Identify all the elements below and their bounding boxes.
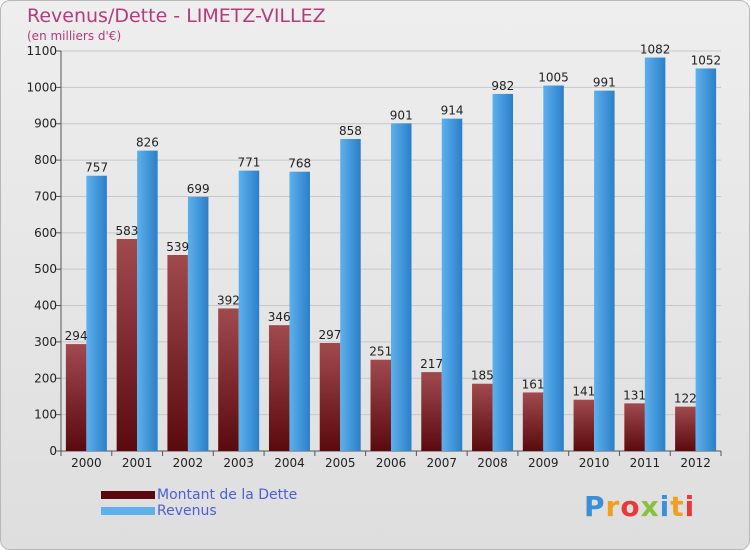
- data-label-dette-2003: 392: [217, 293, 240, 307]
- legend-label-revenus: Revenus: [157, 503, 217, 519]
- logo-letter: r: [605, 490, 621, 523]
- data-label-revenus-2009: 1005: [538, 71, 569, 85]
- data-label-revenus-2003: 771: [237, 156, 260, 170]
- y-tick-label: 300: [34, 335, 57, 349]
- logo-letter: P: [584, 490, 606, 523]
- bar-dette-2000: [65, 344, 87, 451]
- bar-revenus-2004: [289, 171, 310, 451]
- bar-dette-2009: [522, 392, 544, 451]
- data-label-dette-2004: 346: [268, 310, 291, 324]
- y-tick-label: 500: [34, 262, 57, 276]
- data-label-revenus-2002: 699: [187, 182, 210, 196]
- data-label-dette-2011: 131: [623, 388, 646, 402]
- data-label-revenus-2001: 826: [136, 136, 159, 150]
- legend-swatch-dette: [101, 491, 155, 499]
- data-label-dette-2000: 294: [65, 329, 88, 343]
- bar-dette-2007: [421, 372, 442, 451]
- logo-letter: o: [620, 490, 641, 523]
- y-tick-label: 0: [49, 444, 57, 458]
- chart-subtitle: (en milliers d'€): [27, 29, 122, 43]
- x-tick-label-2007: 2007: [426, 456, 457, 470]
- y-tick-label: 200: [34, 371, 57, 385]
- bar-revenus-2001: [137, 150, 158, 452]
- bar-revenus-2000: [86, 175, 107, 451]
- data-label-revenus-2010: 991: [593, 76, 616, 90]
- data-label-revenus-2005: 858: [339, 124, 362, 138]
- data-label-revenus-2004: 768: [288, 157, 311, 171]
- y-tick-label: 700: [34, 189, 57, 203]
- legend: Montant de la Dette Revenus: [101, 487, 297, 519]
- bar-dette-2004: [268, 325, 290, 451]
- data-label-dette-2009: 161: [522, 377, 545, 391]
- chart-title: Revenus/Dette - LIMETZ-VILLEZ: [27, 5, 326, 27]
- data-label-dette-2010: 141: [572, 385, 595, 399]
- bar-dette-2003: [218, 308, 239, 451]
- x-tick-label-2000: 2000: [71, 456, 102, 470]
- y-tick-label: 600: [34, 226, 57, 240]
- x-tick-label-2005: 2005: [325, 456, 356, 470]
- x-tick-label-2009: 2009: [528, 456, 559, 470]
- bar-dette-2002: [167, 255, 188, 451]
- x-tick-label-2011: 2011: [630, 456, 661, 470]
- x-tick-label-2012: 2012: [680, 456, 711, 470]
- bar-revenus-2005: [340, 139, 361, 451]
- bar-dette-2011: [624, 403, 645, 451]
- bar-revenus-2006: [391, 123, 412, 451]
- bar-dette-2006: [370, 359, 391, 451]
- logo-letter: x: [640, 490, 660, 523]
- legend-label-dette: Montant de la Dette: [157, 487, 298, 503]
- x-tick-label-2001: 2001: [122, 456, 153, 470]
- x-tick-label-2004: 2004: [274, 456, 305, 470]
- logo-letter: t: [670, 490, 685, 523]
- logo-letter: i: [659, 490, 671, 523]
- bar-revenus-2011: [644, 57, 666, 451]
- x-axis-ticks: 2000 2001 2002 2003 2004 2005 2006 2007 2008 2009…: [60, 451, 722, 470]
- legend-item-revenus: Revenus: [101, 503, 297, 519]
- legend-item-dette: Montant de la Dette: [101, 487, 297, 503]
- data-label-dette-2001: 583: [115, 224, 138, 238]
- bar-revenus-2002: [187, 196, 209, 451]
- y-tick-label: 400: [34, 299, 57, 313]
- data-label-revenus-2006: 901: [390, 108, 413, 122]
- proxiti-logo: Proxiti: [584, 490, 695, 523]
- data-label-dette-2008: 185: [471, 369, 494, 383]
- legend-swatch-revenus: [101, 507, 155, 515]
- x-tick-label-2002: 2002: [173, 456, 204, 470]
- x-tick-label-2010: 2010: [579, 456, 610, 470]
- data-labels: 294 757 583 826 539 699 392 771 346 768 297 858 251 9…: [65, 43, 721, 406]
- data-label-dette-2012: 122: [674, 392, 697, 406]
- bar-dette-2012: [675, 406, 696, 451]
- y-tick-label: 1000: [26, 80, 57, 94]
- bar-dette-2010: [573, 399, 595, 451]
- logo-letter: i: [684, 490, 696, 523]
- data-label-dette-2007: 217: [420, 357, 443, 371]
- y-tick-label: 100: [34, 408, 57, 422]
- data-label-dette-2005: 297: [319, 328, 342, 342]
- bar-revenus-2009: [543, 85, 564, 451]
- data-label-revenus-2012: 1052: [691, 53, 722, 67]
- bar-revenus-2012: [695, 68, 717, 452]
- y-tick-label: 900: [34, 117, 57, 131]
- y-tick-label: 1100: [26, 44, 57, 58]
- bars: [65, 57, 717, 452]
- data-label-revenus-2008: 982: [491, 79, 514, 93]
- bar-dette-2005: [319, 343, 341, 451]
- data-label-revenus-2000: 757: [85, 161, 108, 175]
- bar-dette-2001: [116, 239, 138, 451]
- x-tick-label-2006: 2006: [376, 456, 407, 470]
- y-tick-label: 800: [34, 153, 57, 167]
- data-label-revenus-2007: 914: [441, 104, 464, 118]
- bar-revenus-2007: [441, 118, 463, 452]
- bar-revenus-2003: [238, 170, 260, 452]
- data-label-revenus-2011: 1082: [640, 43, 671, 57]
- x-tick-label-2003: 2003: [223, 456, 254, 470]
- data-label-dette-2006: 251: [369, 345, 392, 359]
- bar-revenus-2008: [492, 93, 514, 451]
- bar-dette-2008: [472, 383, 493, 451]
- bar-revenus-2010: [594, 90, 615, 452]
- data-label-dette-2002: 539: [166, 240, 189, 254]
- x-tick-label-2008: 2008: [477, 456, 508, 470]
